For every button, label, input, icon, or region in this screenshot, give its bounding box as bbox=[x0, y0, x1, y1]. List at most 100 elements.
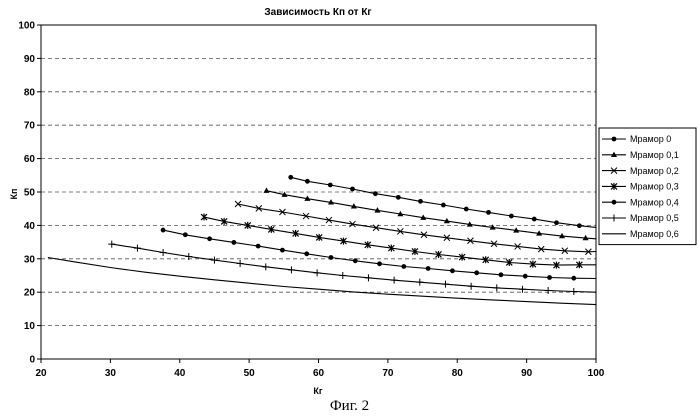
data-point bbox=[545, 287, 552, 294]
data-point bbox=[134, 245, 141, 252]
x-axis-ticks: 20 30 40 50 60 70 80 90 100 bbox=[35, 359, 604, 379]
data-point bbox=[577, 223, 582, 228]
data-point bbox=[474, 270, 479, 275]
series-line bbox=[238, 204, 596, 252]
data-point bbox=[328, 183, 333, 188]
series-3 bbox=[201, 214, 596, 269]
y-tick-label: 100 bbox=[18, 21, 35, 32]
data-point bbox=[329, 255, 334, 260]
legend-marker bbox=[612, 200, 617, 205]
x-tick-label: 40 bbox=[174, 368, 186, 379]
y-tick-label: 90 bbox=[24, 54, 36, 65]
series-line bbox=[204, 217, 596, 265]
data-point bbox=[493, 284, 500, 291]
data-point bbox=[401, 264, 406, 269]
data-point bbox=[418, 199, 423, 204]
series-6 bbox=[48, 258, 596, 305]
data-point bbox=[509, 214, 514, 219]
x-tick-label: 50 bbox=[244, 368, 256, 379]
data-point bbox=[523, 274, 528, 279]
series-line bbox=[163, 230, 596, 278]
legend-label: Мрамор 0,4 bbox=[630, 197, 679, 207]
figure-caption: Фиг. 2 bbox=[0, 398, 699, 415]
data-point bbox=[377, 261, 382, 266]
y-tick-label: 20 bbox=[24, 288, 36, 299]
x-axis-label: Кг bbox=[313, 386, 322, 396]
data-point bbox=[161, 228, 166, 233]
data-point bbox=[350, 187, 355, 192]
data-point bbox=[426, 266, 431, 271]
data-point bbox=[305, 179, 310, 184]
y-tick-label: 30 bbox=[24, 254, 36, 265]
data-point bbox=[499, 272, 504, 277]
x-tick-label: 70 bbox=[382, 368, 394, 379]
series-line bbox=[112, 244, 596, 292]
data-point bbox=[486, 210, 491, 215]
data-point bbox=[442, 281, 449, 288]
series-5 bbox=[108, 241, 596, 295]
y-axis-label: Кп bbox=[9, 189, 19, 200]
data-point bbox=[468, 283, 475, 290]
x-tick-label: 90 bbox=[521, 368, 533, 379]
data-point bbox=[554, 220, 559, 225]
data-point bbox=[262, 263, 269, 270]
y-axis-ticks: 0 10 20 30 40 50 60 70 80 90 100 bbox=[18, 21, 41, 366]
y-tick-label: 60 bbox=[24, 154, 36, 165]
data-point bbox=[339, 272, 346, 279]
data-point bbox=[237, 260, 244, 267]
data-point bbox=[373, 191, 378, 196]
series-4 bbox=[161, 228, 596, 281]
chart-title: Зависимость Кп от Кг bbox=[264, 7, 371, 18]
data-point bbox=[183, 232, 188, 237]
x-tick-label: 20 bbox=[35, 368, 47, 379]
data-point bbox=[211, 257, 218, 264]
data-point bbox=[464, 207, 469, 212]
data-point bbox=[570, 288, 577, 295]
y-tick-label: 40 bbox=[24, 221, 36, 232]
data-point bbox=[416, 279, 423, 286]
data-point bbox=[263, 187, 269, 192]
data-point bbox=[396, 195, 401, 200]
y-tick-label: 0 bbox=[29, 355, 35, 366]
data-point bbox=[288, 175, 293, 180]
x-tick-label: 30 bbox=[105, 368, 117, 379]
y-tick-label: 10 bbox=[24, 321, 36, 332]
data-point bbox=[280, 248, 285, 253]
data-point bbox=[353, 258, 358, 263]
y-tick-label: 70 bbox=[24, 121, 36, 132]
data-point bbox=[256, 244, 261, 249]
legend-label: Мрамор 0,3 bbox=[630, 182, 679, 192]
data-point bbox=[441, 203, 446, 208]
x-tick-label: 60 bbox=[313, 368, 325, 379]
x-tick-label: 80 bbox=[452, 368, 464, 379]
series-2 bbox=[235, 201, 596, 255]
data-point bbox=[532, 217, 537, 222]
data-point bbox=[288, 266, 295, 273]
series-line bbox=[291, 177, 596, 227]
series-group bbox=[48, 175, 596, 305]
series-1 bbox=[263, 187, 596, 240]
data-point bbox=[450, 268, 455, 273]
x-tick-label: 100 bbox=[588, 368, 605, 379]
grid bbox=[41, 58, 596, 325]
data-point bbox=[207, 236, 212, 241]
data-point bbox=[365, 274, 372, 281]
legend-label: Мрамор 0 bbox=[630, 134, 671, 144]
data-point bbox=[231, 240, 236, 245]
y-tick-label: 80 bbox=[24, 87, 36, 98]
legend-label: Мрамор 0,2 bbox=[630, 166, 679, 176]
data-point bbox=[314, 269, 321, 276]
series-line bbox=[48, 258, 596, 305]
legend-label: Мрамор 0,5 bbox=[630, 213, 679, 223]
data-point bbox=[571, 276, 576, 281]
legend-label: Мрамор 0,6 bbox=[630, 229, 679, 239]
data-point bbox=[108, 241, 115, 248]
legend-marker bbox=[612, 137, 617, 142]
data-point bbox=[391, 277, 398, 284]
data-point bbox=[519, 286, 526, 293]
data-point bbox=[547, 275, 552, 280]
data-point bbox=[304, 251, 309, 256]
y-tick-label: 50 bbox=[24, 188, 36, 199]
series-line bbox=[267, 191, 597, 239]
